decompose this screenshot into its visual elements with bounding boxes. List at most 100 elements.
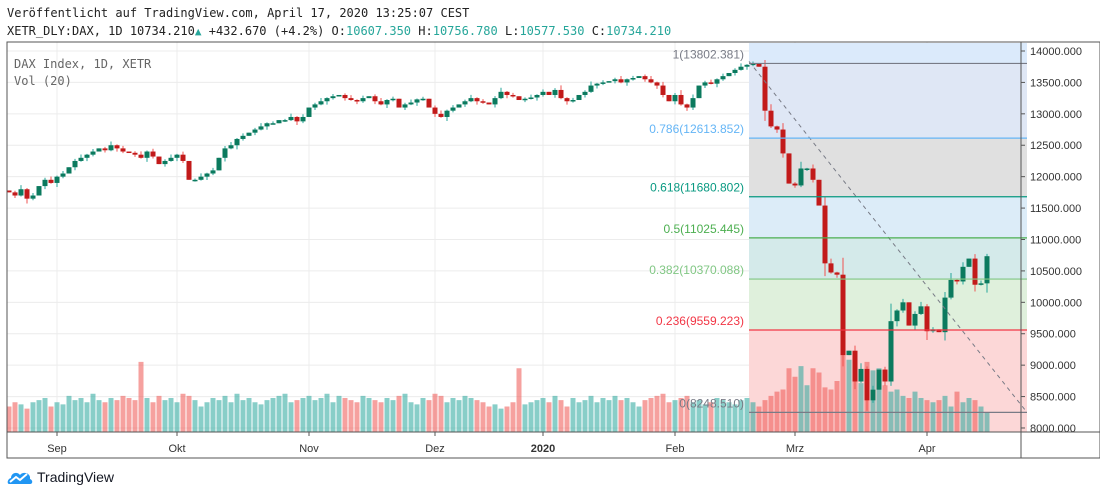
candle-body [426, 98, 432, 108]
volume-bar [744, 398, 750, 432]
candle-body [570, 100, 576, 102]
candle-body [948, 279, 954, 298]
candle-body [264, 123, 270, 127]
volume-bar [342, 398, 348, 432]
volume-bar [204, 402, 210, 432]
volume-bars [6, 351, 990, 432]
price-tick-label: 13000.000 [1030, 109, 1082, 121]
candle-body [804, 168, 810, 170]
candle-body [672, 94, 678, 102]
volume-bar [6, 406, 12, 432]
candle-body [918, 306, 924, 314]
volume-bar [684, 395, 690, 432]
volume-bar [738, 400, 744, 432]
volume-bar [552, 395, 558, 432]
candle-body [828, 263, 834, 273]
volume-bar [600, 398, 606, 432]
candle-body [528, 97, 534, 99]
candle-body [294, 116, 300, 122]
candle-body [42, 179, 48, 187]
candle-body [384, 100, 390, 105]
candle-body [300, 116, 306, 122]
candle-body [414, 99, 420, 103]
candle-body [708, 82, 714, 84]
candle-body [312, 104, 318, 108]
volume-bar [750, 402, 756, 432]
volume-bar [276, 395, 282, 432]
volume-bar [174, 402, 180, 432]
candle-body [858, 368, 864, 382]
volume-bar [186, 395, 192, 432]
volume-bar [624, 398, 630, 432]
candle-body [36, 186, 42, 196]
fib-zone [749, 279, 1027, 331]
volume-bar [144, 398, 150, 432]
candle-body [144, 151, 150, 158]
candle-body [30, 195, 36, 199]
volume-bar [198, 406, 204, 432]
price-tick-label: 9000.000 [1030, 360, 1076, 372]
candle-body [726, 72, 732, 77]
volume-bar [420, 398, 426, 432]
volume-bar [408, 402, 414, 432]
volume-bar [390, 400, 396, 432]
price-tick-label: 12500.000 [1030, 140, 1082, 152]
candle-body [720, 76, 726, 80]
candle-body [282, 120, 288, 122]
volume-bar [972, 400, 978, 432]
candle-body [432, 107, 438, 114]
tradingview-logo[interactable]: TradingView [7, 469, 114, 485]
candle-body [744, 64, 750, 67]
price-chart[interactable]: 1(13802.381) 0.786(12613.852) 0.618(11680.… [0, 0, 1100, 470]
volume-bar [672, 400, 678, 432]
candle-body [72, 160, 78, 168]
volume-bar [504, 406, 510, 432]
candle-body [234, 138, 240, 146]
time-axis[interactable]: Sep Okt Nov Dez 2020 Feb Mrz Apr [47, 432, 936, 455]
candle-body [546, 91, 552, 95]
volume-bar [288, 402, 294, 432]
candle-body [360, 98, 366, 102]
volume-bar [564, 406, 570, 432]
candle-body [240, 135, 246, 139]
volume-bar [900, 395, 906, 432]
fib-zone [749, 237, 1027, 280]
candle-body [690, 98, 696, 108]
candle-body [702, 82, 708, 86]
candle-body [276, 120, 282, 124]
candle-body [906, 302, 912, 326]
price-axis[interactable]: 14000.000 13500.000 13000.000 12500.000 1200… [1021, 46, 1082, 435]
volume-bar [78, 398, 84, 432]
candle-body [192, 179, 198, 182]
candle-body [960, 266, 966, 282]
volume-bar [666, 402, 672, 432]
candle-body [762, 66, 768, 111]
volume-bar [534, 400, 540, 432]
volume-bar [828, 389, 834, 432]
volume-bar [690, 402, 696, 432]
volume-bar [450, 398, 456, 432]
candle-body [24, 189, 30, 199]
candle-body [792, 183, 798, 186]
candle-body [126, 151, 132, 154]
candle-body [258, 126, 264, 130]
candle-body [900, 302, 906, 311]
chart-frame [6, 41, 1100, 459]
volume-bar [30, 402, 36, 432]
candle-body [882, 369, 888, 382]
volume-bar [330, 402, 336, 432]
volume-bar [498, 408, 504, 432]
candle-body [366, 96, 372, 99]
candle-body [576, 94, 582, 101]
volume-bar [630, 402, 636, 432]
candle-body [228, 145, 234, 149]
volume-bar [270, 398, 276, 432]
fib-labels: 1(13802.381) 0.786(12613.852) 0.618(11680.… [649, 47, 1027, 413]
candle-body [984, 256, 990, 284]
candle-body [936, 329, 942, 333]
volume-bar [588, 395, 594, 432]
volume-bar [348, 400, 354, 432]
candle-body [660, 85, 666, 95]
candle-body [288, 116, 294, 121]
volume-bar [594, 402, 600, 432]
